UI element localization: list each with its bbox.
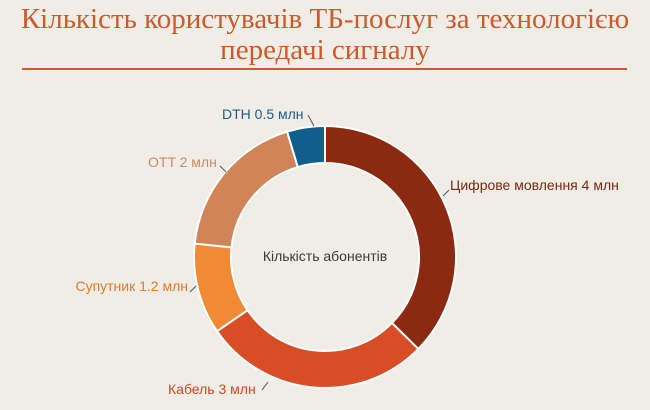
slice-label-3: OTT 2 млн bbox=[148, 154, 217, 170]
slice-label-1: Кабель 3 млн bbox=[168, 381, 256, 397]
slices-group bbox=[193, 124, 457, 389]
slice-label-2: Супутник 1.2 млн bbox=[75, 278, 188, 294]
leader-line-2 bbox=[189, 285, 197, 293]
title-line-2: передачі сигналу bbox=[220, 34, 430, 66]
leader-line-3 bbox=[219, 165, 227, 173]
title-underline bbox=[22, 68, 627, 70]
slice-цифрове-мовлення bbox=[324, 124, 457, 351]
slice-label-4: DTH 0.5 млн bbox=[222, 106, 304, 122]
slice-dth bbox=[285, 124, 326, 169]
leader-line-4 bbox=[307, 114, 315, 127]
center-label: Кількість абонентів bbox=[263, 248, 387, 264]
leader-lines-group bbox=[189, 114, 450, 391]
leader-line-0 bbox=[442, 189, 450, 197]
labels-group: Цифрове мовлення 4 млн Кабель 3 млн Супутн… bbox=[75, 106, 618, 397]
leader-line-1 bbox=[261, 381, 269, 391]
page-title: Кількість користувачів ТБ-послуг за техн… bbox=[0, 4, 650, 66]
slice-ott bbox=[193, 130, 300, 249]
slice-кабель bbox=[215, 308, 420, 389]
slice-label-0: Цифрове мовлення 4 млн bbox=[450, 177, 619, 193]
title-line-1: Кількість користувачів ТБ-послуг за техн… bbox=[20, 3, 630, 35]
